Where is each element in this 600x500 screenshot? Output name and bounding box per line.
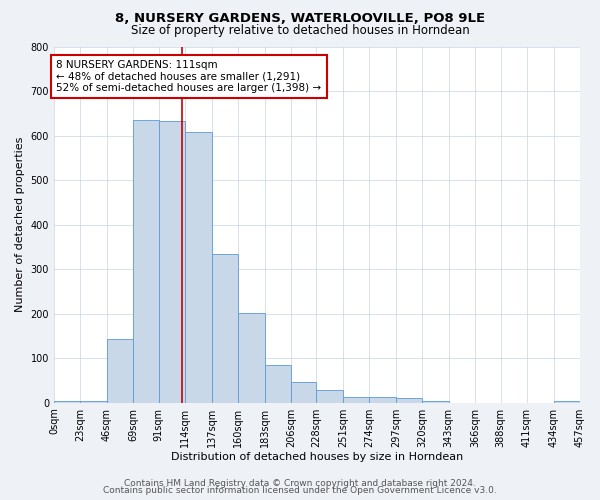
Bar <box>396 398 422 402</box>
Bar <box>265 365 291 403</box>
Bar <box>316 390 343 402</box>
Bar <box>133 120 158 403</box>
Text: Contains public sector information licensed under the Open Government Licence v3: Contains public sector information licen… <box>103 486 497 495</box>
Bar <box>343 398 370 402</box>
Bar <box>212 254 238 402</box>
Bar <box>107 339 133 402</box>
Bar <box>370 398 396 402</box>
Text: Size of property relative to detached houses in Horndean: Size of property relative to detached ho… <box>131 24 469 37</box>
Text: 8, NURSERY GARDENS, WATERLOOVILLE, PO8 9LE: 8, NURSERY GARDENS, WATERLOOVILLE, PO8 9… <box>115 12 485 26</box>
Text: Contains HM Land Registry data © Crown copyright and database right 2024.: Contains HM Land Registry data © Crown c… <box>124 478 476 488</box>
Text: 8 NURSERY GARDENS: 111sqm
← 48% of detached houses are smaller (1,291)
52% of se: 8 NURSERY GARDENS: 111sqm ← 48% of detac… <box>56 60 322 93</box>
Bar <box>238 313 265 402</box>
Bar <box>158 121 185 402</box>
X-axis label: Distribution of detached houses by size in Horndean: Distribution of detached houses by size … <box>171 452 463 462</box>
Y-axis label: Number of detached properties: Number of detached properties <box>15 137 25 312</box>
Bar <box>291 382 316 402</box>
Bar <box>185 132 212 402</box>
